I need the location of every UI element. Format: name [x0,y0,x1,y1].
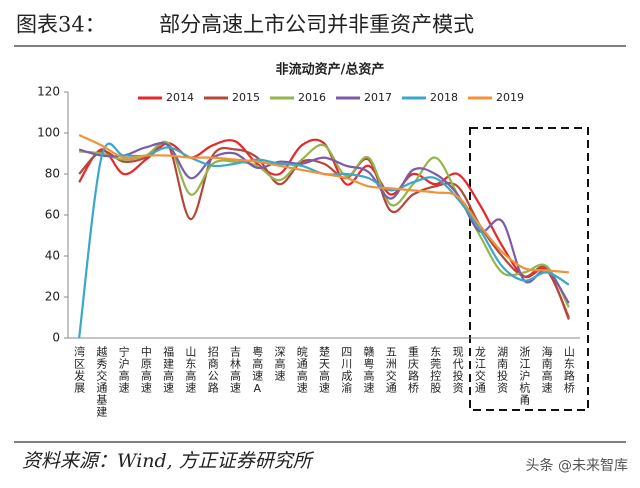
legend-label: 2016 [298,91,326,104]
x-tick-label: 海南高速 [540,345,553,394]
x-tick-label: 越秀交通基建 [95,345,108,418]
source: 资料来源：Wind, 方正证券研究所 [22,450,315,472]
x-tick-label: 东莞控股 [429,346,442,394]
x-tick-label: 招商公路 [206,345,219,394]
x-tick-label: 龙江交通 [473,346,486,394]
x-tick-label: 赣粤高速 [362,345,375,394]
header: 图表34： 部分高速上市公司并非重资产模式 [16,13,474,37]
y-tick-label: 100 [37,126,60,140]
x-tick-label: 福建高速 [162,345,175,394]
x-tick-label: 皖通高速 [295,345,308,394]
x-tick-label: 现代投资 [451,346,464,394]
series-line [78,142,570,304]
y-tick-label: 120 [37,85,60,99]
y-tick-label: 80 [45,167,60,181]
legend-label: 2014 [166,91,194,104]
y-tick-label: 20 [45,290,60,304]
series-line [79,140,570,308]
x-tick-label: 楚天高速 [318,345,331,394]
x-tick-label: 湖南投资 [496,346,509,394]
watermark: 头条 @未来智库 [526,457,628,474]
x-tick-label: 浙江沪杭甬 [518,346,531,406]
x-tick-label: 宁沪高速 [117,345,130,394]
series-line [78,138,570,318]
x-tick-label: 湾区发展 [73,345,86,394]
highlight-box [469,127,589,411]
x-tick-label: 吉林高速 [228,346,241,394]
x-tick-label: 山东路桥 [562,346,575,394]
series-line [78,141,570,320]
x-tick-label: 重庆路桥 [407,345,420,394]
x-tick-label: 中原高速 [139,346,152,394]
x-tick-label: 深高速 [273,346,286,382]
series-line [78,142,570,339]
legend-label: 2015 [232,91,260,104]
y-tick-label: 60 [45,208,60,222]
chart-title: 非流动资产/总资产 [276,62,385,78]
x-tick-label: 四川成渝 [340,346,353,394]
legend-label: 2019 [496,91,524,104]
series-line [78,134,569,274]
x-tick-label: 粤高速A [251,345,264,396]
x-tick-label: 五洲交通 [384,346,397,394]
x-tick-label: 山东高速 [184,346,197,394]
y-tick-label: 0 [52,331,60,345]
y-tick-label: 40 [45,249,60,263]
legend-label: 2018 [430,91,458,104]
legend-label: 2017 [364,91,392,104]
